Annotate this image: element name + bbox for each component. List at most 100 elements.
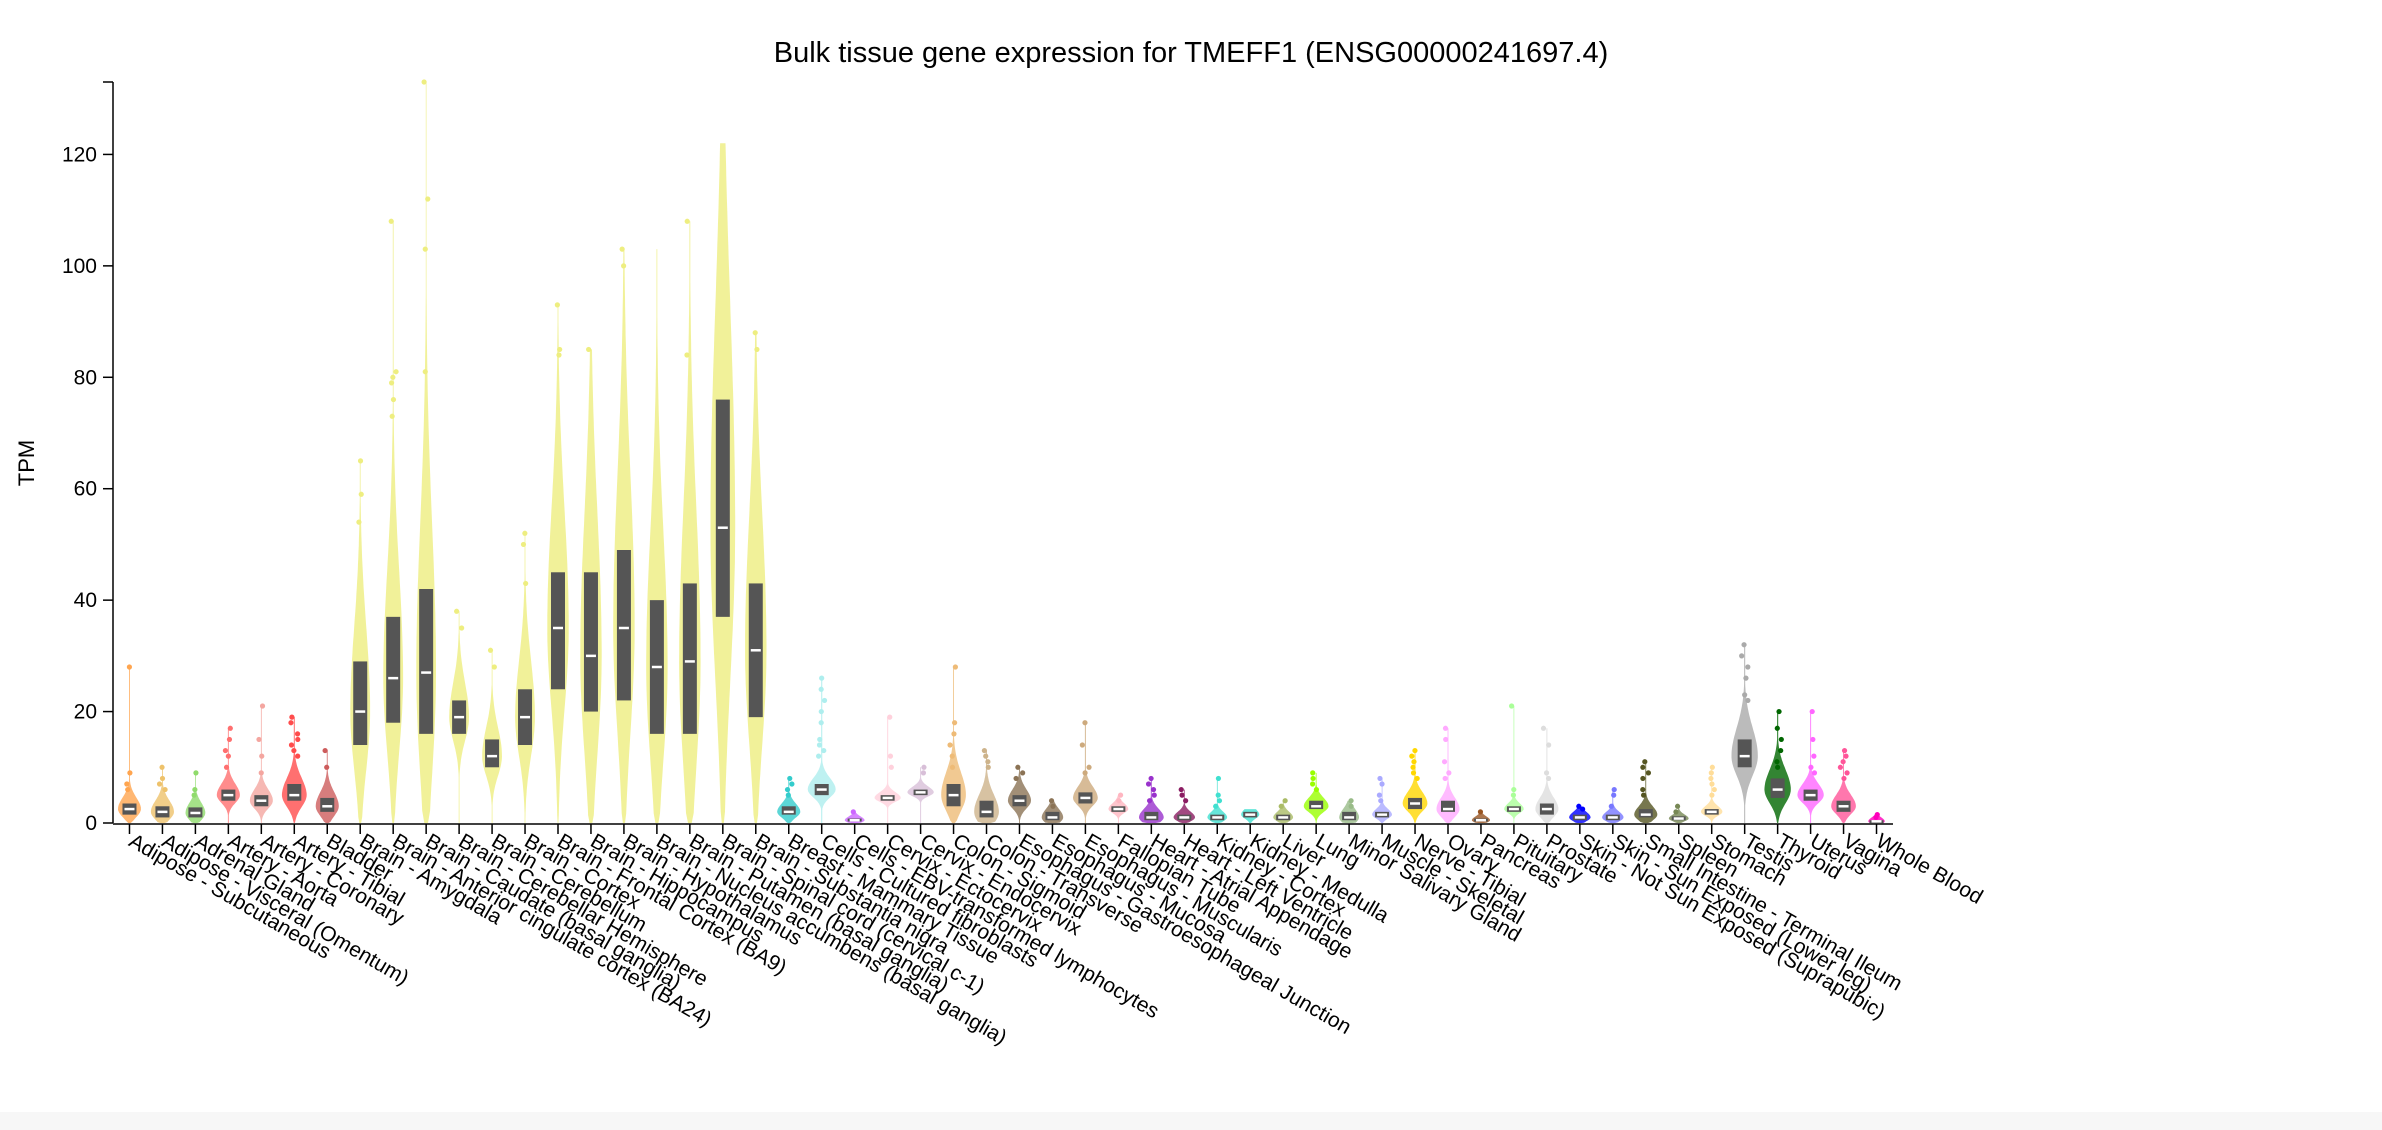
outlier-point: [1844, 770, 1850, 776]
outlier-point: [421, 79, 427, 85]
outlier-point: [422, 369, 428, 375]
outlier-point: [816, 742, 823, 748]
violin-13: [547, 302, 569, 823]
violin-3: [216, 725, 240, 823]
outlier-point: [357, 458, 364, 464]
iqr-box: [419, 589, 434, 734]
outlier-point: [1640, 764, 1646, 770]
outlier-point: [126, 664, 133, 670]
outlier-point: [1843, 753, 1849, 759]
outlier-point: [491, 664, 497, 670]
outlier-point: [258, 770, 264, 776]
outlier-point: [1778, 747, 1784, 754]
outlier-point: [1409, 753, 1415, 759]
outlier-point: [1379, 781, 1385, 787]
outlier-point: [1348, 798, 1354, 804]
outlier-point: [1837, 764, 1844, 770]
outlier-point: [1216, 798, 1223, 804]
outlier-point: [1811, 753, 1817, 759]
outlier-point: [124, 781, 130, 787]
outlier-point: [789, 781, 795, 787]
outlier-point: [162, 786, 168, 793]
violin-body: [1731, 644, 1758, 823]
violin-19: [745, 330, 767, 823]
outlier-point: [1378, 798, 1384, 804]
outlier-point: [1050, 803, 1056, 809]
violin-21: [807, 675, 836, 823]
outlier-point: [1711, 786, 1717, 793]
violin-body: [1535, 728, 1559, 823]
violin-25: [941, 664, 966, 823]
outlier-point: [389, 413, 395, 419]
outlier-point: [356, 519, 362, 525]
outlier-point: [1151, 792, 1157, 798]
outlier-point: [1442, 725, 1449, 731]
outlier-point: [1511, 786, 1517, 793]
violin-body: [482, 650, 502, 823]
outlier-point: [1146, 798, 1153, 804]
outlier-point: [1309, 781, 1316, 787]
outlier-point: [821, 697, 828, 704]
outlier-point: [390, 396, 397, 403]
violin-body: [1634, 761, 1658, 823]
outlier-point: [159, 775, 166, 782]
violin-24: [907, 764, 934, 823]
outlier-point: [259, 753, 265, 759]
violin-body: [249, 706, 273, 823]
outlier-point: [1020, 770, 1026, 776]
violin-37: [1339, 798, 1359, 823]
outlier-point: [1477, 809, 1484, 815]
outlier-point: [817, 736, 823, 743]
outlier-point: [1145, 781, 1152, 787]
outlier-point: [1410, 764, 1416, 770]
outlier-point: [487, 647, 494, 653]
y-tick-label: 120: [62, 143, 97, 166]
outlier-point: [1313, 786, 1320, 793]
outlier-point: [125, 786, 131, 793]
outlier-point: [1840, 759, 1846, 765]
outlier-point: [1183, 798, 1189, 804]
violin-45: [1602, 786, 1624, 823]
violin-18: [710, 143, 736, 824]
outlier-point: [752, 330, 758, 336]
outlier-point: [947, 742, 953, 748]
violin-12: [515, 530, 535, 823]
iqr-box: [287, 784, 302, 801]
outlier-point: [1743, 675, 1749, 681]
y-tick-label: 60: [74, 478, 97, 501]
outlier-point: [1873, 814, 1879, 821]
outlier-point: [554, 302, 560, 308]
outlier-point: [754, 346, 760, 353]
outlier-point: [1811, 770, 1818, 776]
iqr-box: [1737, 739, 1752, 768]
outlier-point: [156, 781, 163, 787]
outlier-point: [1674, 803, 1681, 809]
violin-body: [777, 778, 801, 823]
violin-42: [1504, 703, 1524, 823]
violin-48: [1701, 764, 1723, 823]
violin-11: [482, 647, 502, 823]
violin-23: [874, 714, 901, 823]
violin-8: [383, 218, 404, 824]
violin-body: [874, 717, 901, 823]
outlier-point: [388, 218, 394, 224]
outlier-point: [288, 720, 294, 726]
outlier-point: [192, 786, 198, 793]
violin-6: [315, 747, 339, 823]
outlier-point: [1178, 786, 1184, 793]
chart-title: Bulk tissue gene expression for TMEFF1 (…: [774, 37, 1608, 69]
violin-body: [547, 304, 569, 823]
iqr-box: [715, 399, 730, 617]
iqr-box: [781, 806, 796, 815]
outlier-point: [1086, 764, 1092, 770]
violin-46: [1634, 759, 1658, 823]
y-axis: 0 20 40 60 80 100 120: [62, 81, 114, 835]
outlier-point: [295, 736, 301, 743]
outlier-point: [821, 747, 827, 754]
outlier-point: [1640, 786, 1646, 793]
violin-52: [1831, 747, 1856, 823]
outlier-point: [1540, 725, 1547, 731]
y-axis-label: TPM: [14, 440, 39, 486]
outlier-point: [1708, 770, 1714, 776]
outlier-point: [1117, 792, 1124, 798]
